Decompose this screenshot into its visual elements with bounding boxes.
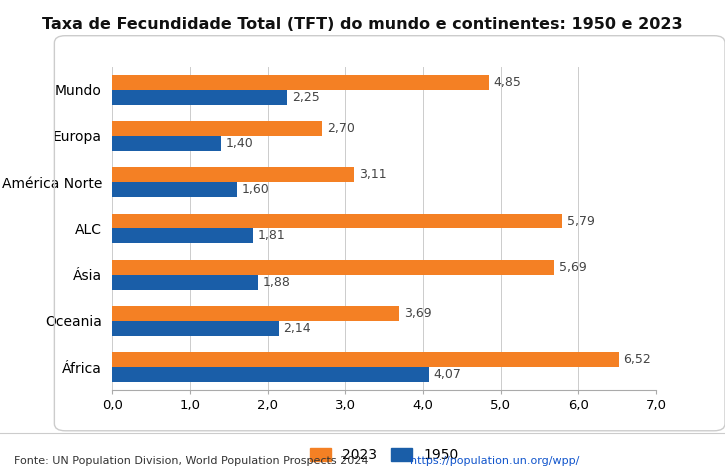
Text: 5,69: 5,69: [559, 261, 587, 274]
Text: 1,60: 1,60: [241, 183, 269, 196]
Text: 6,52: 6,52: [624, 353, 651, 367]
Legend: 2023, 1950: 2023, 1950: [304, 443, 464, 468]
Bar: [112, 90, 287, 105]
Bar: [112, 275, 258, 289]
Bar: [112, 306, 399, 321]
Bar: [112, 121, 322, 136]
Text: https://population.un.org/wpp/: https://population.un.org/wpp/: [410, 456, 579, 466]
Text: 3,11: 3,11: [359, 169, 386, 181]
Bar: [112, 321, 278, 336]
Bar: [112, 214, 562, 228]
Text: 4,85: 4,85: [494, 76, 522, 89]
Bar: [112, 182, 236, 197]
Text: 1,88: 1,88: [263, 276, 291, 288]
Bar: [112, 367, 428, 382]
Bar: [112, 168, 354, 182]
Text: Taxa de Fecundidade Total (TFT) do mundo e continentes: 1950 e 2023: Taxa de Fecundidade Total (TFT) do mundo…: [42, 17, 683, 32]
Bar: [112, 260, 555, 275]
Text: 3,69: 3,69: [404, 307, 431, 320]
Text: Fonte: UN Population Division, World Population Prospects 2024: Fonte: UN Population Division, World Pop…: [14, 456, 373, 466]
Text: 1,81: 1,81: [257, 229, 286, 242]
Text: 2,14: 2,14: [283, 322, 311, 335]
Bar: [112, 136, 221, 151]
Text: 1,40: 1,40: [225, 137, 254, 150]
Text: 4,07: 4,07: [433, 368, 461, 381]
Text: 2,25: 2,25: [291, 90, 320, 104]
Bar: [112, 352, 619, 367]
Text: 2,70: 2,70: [327, 122, 355, 135]
Bar: [112, 228, 253, 243]
Bar: [112, 75, 489, 90]
Text: 5,79: 5,79: [567, 215, 594, 228]
